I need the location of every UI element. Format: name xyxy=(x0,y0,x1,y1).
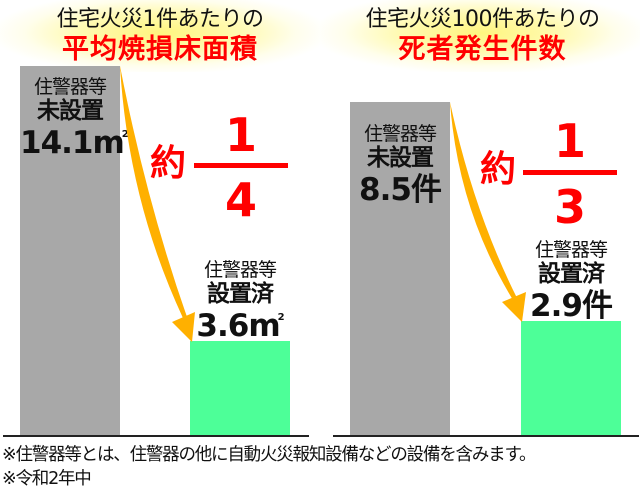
value-label: 3.6m2 xyxy=(196,308,284,344)
ratio-numerator: 1 xyxy=(553,114,586,168)
label-line2: 未設置 xyxy=(37,98,104,124)
value-label: 14.1m2 xyxy=(20,125,129,161)
title-glow xyxy=(320,0,640,72)
right-title-line1: 住宅火災100件あたりの xyxy=(365,7,601,32)
left-baseline xyxy=(3,435,309,437)
left-title-line2: 平均焼損床面積 xyxy=(62,34,258,65)
left-chart-panel: 住宅火災1件あたりの 平均焼損床面積 住警器等 未設置 14.1m2 住警器等 … xyxy=(0,0,320,440)
label-line1: 住警器等 xyxy=(33,76,107,98)
left-bar-before xyxy=(20,66,120,436)
curved-arrow-icon xyxy=(120,66,195,342)
left-bar-after xyxy=(190,341,290,436)
value-label: 2.9件 xyxy=(530,288,613,324)
left-title-line1: 住宅火災1件あたりの xyxy=(56,7,265,32)
value-label: 8.5件 xyxy=(359,172,442,208)
title-glow xyxy=(0,0,320,72)
right-title-line2: 死者発生件数 xyxy=(398,34,567,65)
label-line1: 住警器等 xyxy=(534,239,608,261)
footnote-definition: ※住警器等とは、住警器の他に自動火災報知設備などの設備を含みます。 xyxy=(2,445,537,465)
approx-label: 約 xyxy=(480,149,517,190)
left-bar-after-label: 住警器等 設置済 3.6m2 xyxy=(180,261,300,342)
label-line2: 設置済 xyxy=(207,281,274,307)
ratio-denominator: 4 xyxy=(224,173,257,227)
right-bar-after-label: 住警器等 設置済 2.9件 xyxy=(511,241,631,322)
right-bar-before-label: 住警器等 未設置 8.5件 xyxy=(350,125,450,206)
label-line1: 住警器等 xyxy=(203,259,277,281)
ratio-numerator: 1 xyxy=(224,108,257,162)
fraction-bar xyxy=(523,170,617,175)
ratio-denominator: 3 xyxy=(553,180,586,234)
label-line2: 設置済 xyxy=(538,261,605,287)
right-bar-before xyxy=(350,102,450,436)
label-line2: 未設置 xyxy=(367,145,434,171)
footnote-period: ※令和2年中 xyxy=(2,469,92,489)
left-bar-before-label: 住警器等 未設置 14.1m2 xyxy=(20,76,129,161)
right-baseline xyxy=(333,435,639,437)
right-chart-panel: 住宅火災100件あたりの 死者発生件数 住警器等 未設置 8.5件 住警器等 設… xyxy=(320,0,640,440)
approx-label: 約 xyxy=(150,143,187,184)
right-bar-after xyxy=(521,321,621,436)
curved-arrow-icon xyxy=(450,102,526,322)
fraction-bar xyxy=(194,163,288,168)
label-line1: 住警器等 xyxy=(363,123,437,145)
